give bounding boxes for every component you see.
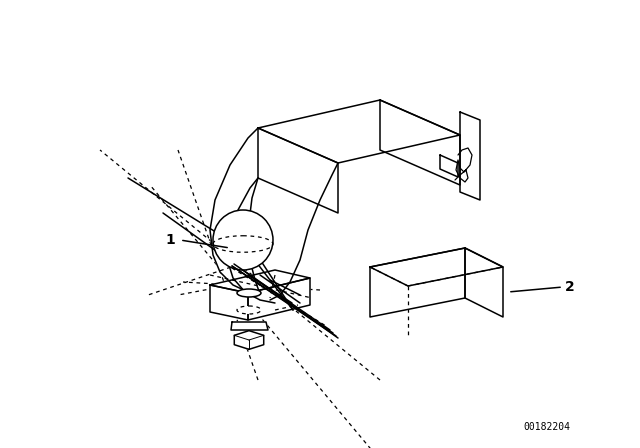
- Polygon shape: [440, 155, 458, 177]
- Polygon shape: [258, 128, 338, 213]
- Polygon shape: [231, 322, 268, 330]
- Polygon shape: [380, 100, 460, 185]
- Ellipse shape: [237, 306, 261, 314]
- Polygon shape: [248, 278, 310, 320]
- Polygon shape: [370, 248, 465, 317]
- Text: 1: 1: [165, 233, 175, 247]
- Polygon shape: [210, 285, 248, 320]
- Polygon shape: [258, 100, 460, 163]
- Polygon shape: [234, 331, 264, 349]
- Polygon shape: [465, 248, 503, 317]
- Polygon shape: [460, 112, 480, 200]
- Text: 2: 2: [565, 280, 575, 294]
- Polygon shape: [210, 270, 310, 293]
- Ellipse shape: [237, 289, 261, 297]
- Polygon shape: [370, 248, 503, 286]
- Circle shape: [213, 210, 273, 270]
- Text: 00182204: 00182204: [523, 422, 570, 432]
- Polygon shape: [210, 128, 275, 303]
